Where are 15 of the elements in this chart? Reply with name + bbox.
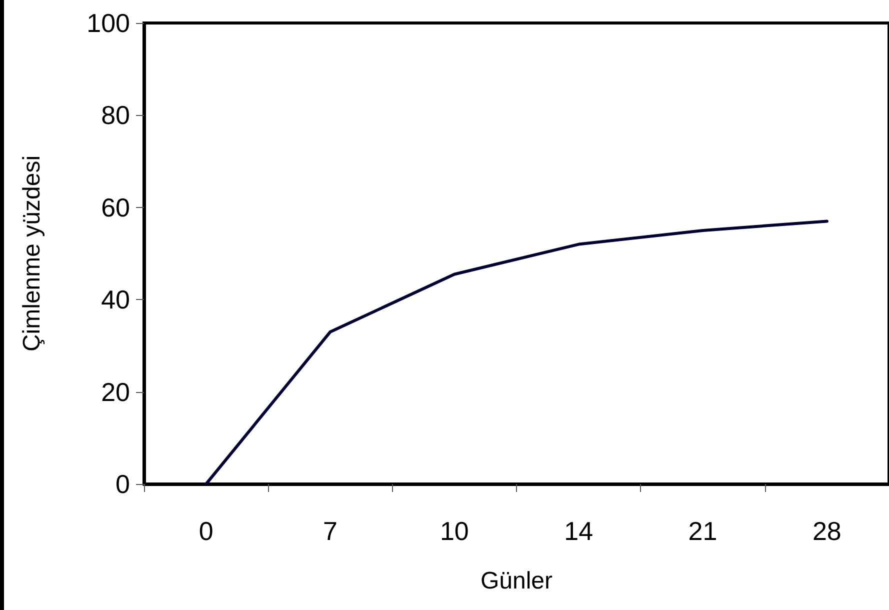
y-axis-title: Çimlenme yüzdesi: [18, 155, 46, 352]
y-tick-label: 80: [101, 100, 130, 130]
line-series: [204, 220, 828, 486]
y-tick-label: 0: [116, 469, 130, 499]
x-tick-label: 21: [688, 516, 718, 546]
y-tick-label: 20: [101, 376, 130, 407]
x-axis-title: Günler: [480, 568, 553, 594]
x-tick-label: 28: [812, 516, 842, 546]
x-tick-label: 10: [440, 516, 469, 546]
y-tick-label: 60: [101, 192, 130, 222]
y-tick-label: 40: [101, 284, 130, 315]
y-tick-label: 100: [86, 8, 130, 38]
x-tick-label: 14: [564, 516, 594, 546]
x-tick-label: 7: [323, 516, 338, 546]
x-tick-label: 0: [198, 516, 214, 546]
